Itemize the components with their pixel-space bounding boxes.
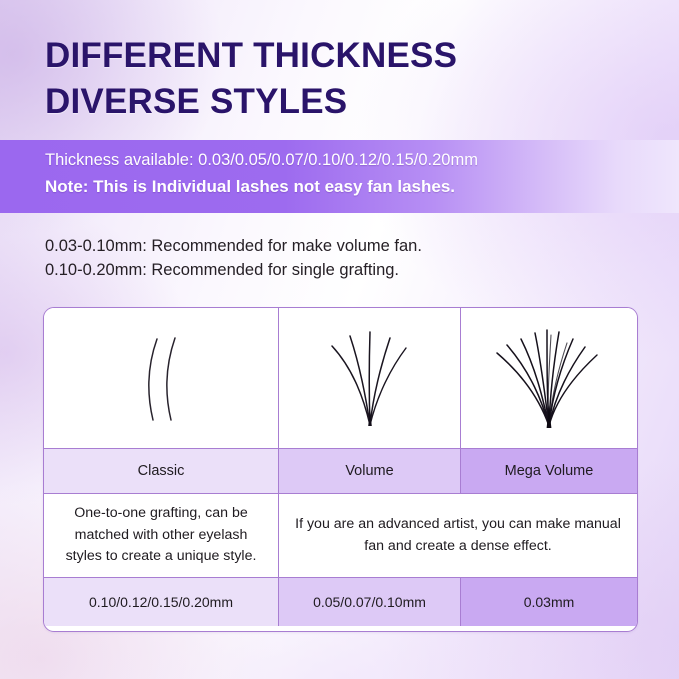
description-classic: One-to-one grafting, can be matched with… xyxy=(44,494,279,577)
page-title: DIFFERENT THICKNESS DIVERSE STYLES xyxy=(45,33,645,124)
classic-lash-illustration xyxy=(44,308,278,448)
label-mega-volume: Mega Volume xyxy=(461,449,637,493)
description-volume-mega: If you are an advanced artist, you can m… xyxy=(295,515,621,554)
banner-note-text: Note: This is Individual lashes not easy… xyxy=(45,177,456,196)
label-classic: Classic xyxy=(44,449,279,493)
thickness-volume: 0.05/0.07/0.10mm xyxy=(279,578,461,626)
cell-illustration-classic xyxy=(44,308,279,448)
table-row-illustrations xyxy=(44,308,637,449)
table-row-labels: Classic Volume Mega Volume xyxy=(44,449,637,494)
lash-style-comparison-table: Classic Volume Mega Volume One-to-one gr… xyxy=(43,307,638,632)
page-title-line-2: DIVERSE STYLES xyxy=(45,81,348,121)
recommendations-block: 0.03-0.10mm: Recommended for make volume… xyxy=(45,234,645,283)
recommendation-line-2: 0.10-0.20mm: Recommended for single graf… xyxy=(45,261,400,280)
table-row-descriptions: One-to-one grafting, can be matched with… xyxy=(44,494,637,578)
thickness-banner: Thickness available: 0.03/0.05/0.07/0.10… xyxy=(0,140,679,213)
volume-fan-illustration xyxy=(279,308,460,448)
table-row-thicknesses: 0.10/0.12/0.15/0.20mm 0.05/0.07/0.10mm 0… xyxy=(44,578,637,626)
banner-thickness-available-text: Thickness available: 0.03/0.05/0.07/0.10… xyxy=(45,151,478,169)
recommendation-line-1: 0.03-0.10mm: Recommended for make volume… xyxy=(45,237,422,255)
thickness-mega-volume: 0.03mm xyxy=(461,578,637,626)
thickness-classic: 0.10/0.12/0.15/0.20mm xyxy=(44,578,279,626)
cell-illustration-mega-volume xyxy=(461,308,637,448)
cell-illustration-volume xyxy=(279,308,461,448)
page-title-line-1: DIFFERENT THICKNESS xyxy=(45,36,458,75)
label-volume: Volume xyxy=(279,449,461,493)
mega-volume-fan-illustration xyxy=(461,308,637,448)
